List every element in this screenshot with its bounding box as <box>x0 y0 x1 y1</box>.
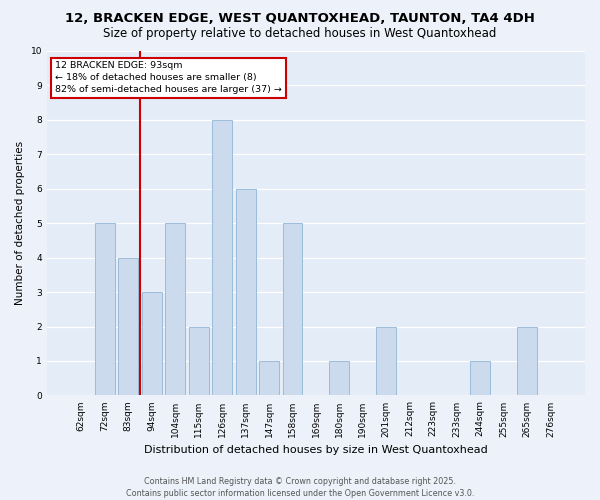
Text: Size of property relative to detached houses in West Quantoxhead: Size of property relative to detached ho… <box>103 28 497 40</box>
Bar <box>283 223 302 396</box>
Bar <box>329 361 349 396</box>
Bar <box>470 361 490 396</box>
X-axis label: Distribution of detached houses by size in West Quantoxhead: Distribution of detached houses by size … <box>144 445 488 455</box>
Bar <box>118 258 138 396</box>
Bar <box>142 292 162 396</box>
Bar <box>236 189 256 396</box>
Bar <box>376 326 397 396</box>
Bar <box>212 120 232 396</box>
Text: 12 BRACKEN EDGE: 93sqm
← 18% of detached houses are smaller (8)
82% of semi-deta: 12 BRACKEN EDGE: 93sqm ← 18% of detached… <box>55 62 282 94</box>
Bar <box>517 326 537 396</box>
Bar <box>165 223 185 396</box>
Bar <box>95 223 115 396</box>
Text: Contains HM Land Registry data © Crown copyright and database right 2025.
Contai: Contains HM Land Registry data © Crown c… <box>126 476 474 498</box>
Bar <box>188 326 209 396</box>
Y-axis label: Number of detached properties: Number of detached properties <box>15 141 25 306</box>
Bar <box>259 361 279 396</box>
Text: 12, BRACKEN EDGE, WEST QUANTOXHEAD, TAUNTON, TA4 4DH: 12, BRACKEN EDGE, WEST QUANTOXHEAD, TAUN… <box>65 12 535 26</box>
